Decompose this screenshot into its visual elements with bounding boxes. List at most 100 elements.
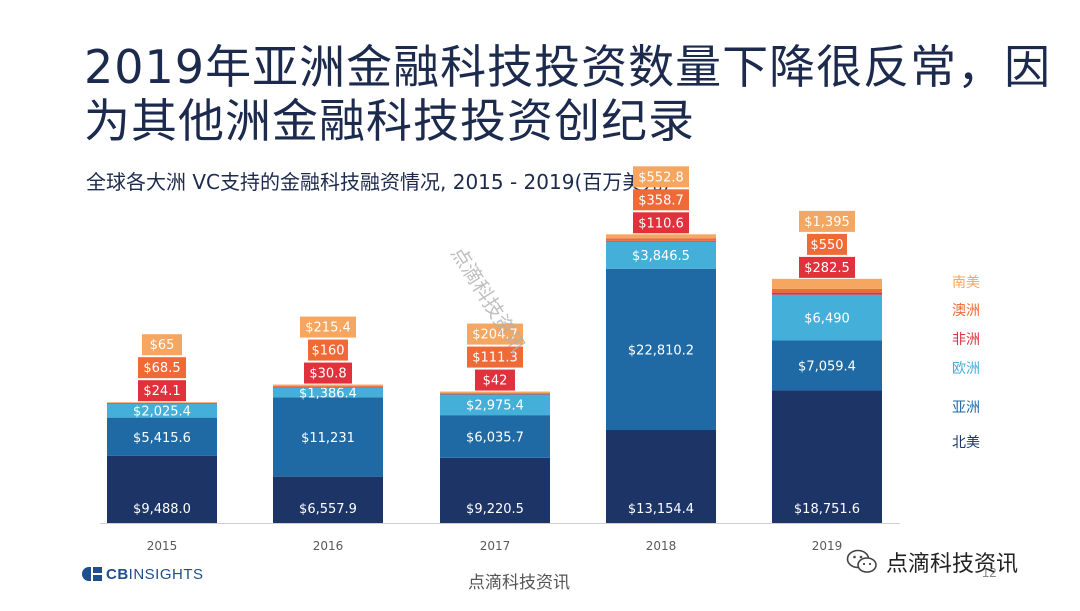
label-box-2017-series-5 bbox=[467, 323, 523, 345]
data-label-2017-series-5: $204.7 bbox=[472, 328, 518, 343]
logo-text-bold: CB bbox=[106, 565, 129, 583]
legend-item-series-1: 亚洲 bbox=[952, 400, 980, 416]
x-tick-label-2017: 2017 bbox=[480, 539, 511, 553]
wechat-account-name: 点滴科技资讯 bbox=[886, 552, 1019, 577]
data-label-2015-series-4: $68.5 bbox=[143, 361, 180, 376]
label-box-2016-series-3 bbox=[304, 362, 352, 384]
bar-2018-series-3 bbox=[606, 240, 716, 242]
bar-2018-series-4 bbox=[606, 238, 716, 241]
label-box-2016-series-5 bbox=[300, 316, 356, 338]
data-label-2019-series-3: $282.5 bbox=[804, 261, 850, 276]
page-number: 12 bbox=[982, 565, 997, 580]
data-label-2017-series-4: $111.3 bbox=[472, 351, 518, 366]
bar-2017-series-4 bbox=[440, 393, 550, 394]
data-label-2015-series-2: $2,025.4 bbox=[133, 404, 191, 419]
label-box-2018-series-5 bbox=[633, 166, 689, 188]
bar-2019-series-1 bbox=[772, 340, 882, 391]
x-tick-label-2016: 2016 bbox=[313, 539, 344, 553]
bar-2018-series-5 bbox=[606, 234, 716, 239]
cbinsights-logo: CBINSIGHTS bbox=[82, 564, 204, 584]
bar-2015-series-0 bbox=[107, 455, 217, 523]
chart-subtitle: 全球各大洲 VC支持的金融科技融资情况, 2015 - 2019(百万美元) bbox=[86, 170, 671, 194]
x-tick-label-2015: 2015 bbox=[147, 539, 178, 553]
label-box-2016-series-4 bbox=[308, 339, 348, 361]
bar-2015-series-3 bbox=[107, 403, 217, 404]
label-box-2017-series-3 bbox=[475, 369, 515, 391]
data-label-2016-series-2: $1,386.4 bbox=[299, 386, 357, 401]
data-label-2019-series-2: $6,490 bbox=[804, 312, 850, 327]
label-box-2019-series-4 bbox=[807, 233, 847, 255]
x-tick-label-2019: 2019 bbox=[812, 539, 843, 553]
label-box-2019-series-5 bbox=[799, 210, 855, 232]
data-label-2018-series-3: $110.6 bbox=[638, 216, 684, 231]
data-label-2015-series-5: $65 bbox=[150, 338, 175, 353]
data-label-2019-series-4: $550 bbox=[810, 238, 843, 253]
data-label-2017-series-2: $2,975.4 bbox=[466, 399, 524, 414]
title-line-2: 为其他洲金融科技投资创纪录 bbox=[84, 94, 695, 148]
bar-2017-series-5 bbox=[440, 391, 550, 394]
legend-item-series-3: 非洲 bbox=[952, 332, 980, 348]
bar-2017-series-2 bbox=[440, 394, 550, 416]
cbinsights-logo-icon bbox=[82, 567, 102, 581]
bar-2018-series-1 bbox=[606, 268, 716, 430]
logo-text: CBINSIGHTS bbox=[106, 566, 204, 583]
data-label-2016-series-1: $11,231 bbox=[301, 431, 355, 446]
footer-source-text: 点滴科技资讯 bbox=[468, 573, 570, 593]
legend-item-series-4: 澳洲 bbox=[952, 303, 980, 319]
bar-2017-series-0 bbox=[440, 457, 550, 523]
wechat-icon bbox=[846, 549, 877, 573]
data-label-2018-series-1: $22,810.2 bbox=[628, 343, 694, 358]
data-label-2016-series-4: $160 bbox=[311, 344, 344, 359]
data-label-2018-series-2: $3,846.5 bbox=[632, 249, 690, 264]
label-box-2018-series-3 bbox=[633, 212, 689, 234]
bar-2015-series-2 bbox=[107, 403, 217, 418]
legend-item-series-0: 北美 bbox=[952, 435, 980, 451]
label-box-2019-series-3 bbox=[799, 256, 855, 278]
logo-text-rest: INSIGHTS bbox=[128, 565, 204, 583]
data-label-2016-series-3: $30.8 bbox=[309, 367, 346, 382]
bar-2017-series-1 bbox=[440, 415, 550, 458]
bar-2016-series-0 bbox=[273, 476, 383, 523]
data-label-2017-series-0: $9,220.5 bbox=[466, 502, 524, 517]
bar-2016-series-4 bbox=[273, 386, 383, 388]
label-box-2015-series-5 bbox=[142, 334, 182, 356]
bar-2019-series-0 bbox=[772, 390, 882, 523]
data-label-2015-series-0: $9,488.0 bbox=[133, 502, 191, 517]
bar-2019-series-4 bbox=[772, 288, 882, 293]
data-label-2015-series-3: $24.1 bbox=[143, 384, 180, 399]
bar-2017-series-3 bbox=[440, 393, 550, 395]
title-line-1: 2019年亚洲金融科技投资数量下降很反常，因 bbox=[84, 40, 1052, 94]
data-label-2017-series-3: $42 bbox=[483, 374, 508, 389]
bar-2015-series-5 bbox=[107, 402, 217, 403]
bar-2019-series-5 bbox=[772, 278, 882, 289]
data-label-2015-series-1: $5,415.6 bbox=[133, 431, 191, 446]
bar-2016-series-5 bbox=[273, 384, 383, 387]
bar-2015-series-1 bbox=[107, 417, 217, 456]
data-label-2016-series-5: $215.4 bbox=[305, 321, 351, 336]
label-box-2015-series-4 bbox=[138, 357, 186, 379]
legend-item-series-2: 欧洲 bbox=[952, 361, 980, 377]
data-label-2018-series-5: $552.8 bbox=[638, 170, 684, 185]
label-box-2018-series-4 bbox=[633, 189, 689, 211]
data-label-2019-series-5: $1,395 bbox=[804, 215, 850, 230]
data-label-2018-series-0: $13,154.4 bbox=[628, 502, 694, 517]
data-label-2019-series-0: $18,751.6 bbox=[794, 502, 860, 517]
label-box-2015-series-3 bbox=[138, 380, 186, 402]
x-tick-label-2018: 2018 bbox=[646, 539, 677, 553]
data-label-2019-series-1: $7,059.4 bbox=[798, 359, 856, 374]
bar-2016-series-1 bbox=[273, 397, 383, 477]
data-label-2017-series-1: $6,035.7 bbox=[466, 430, 524, 445]
label-box-2017-series-4 bbox=[467, 346, 523, 368]
bar-2016-series-3 bbox=[273, 387, 383, 388]
data-label-2018-series-4: $358.7 bbox=[638, 193, 684, 208]
bar-2016-series-2 bbox=[273, 387, 383, 398]
bar-2019-series-3 bbox=[772, 292, 882, 295]
bar-2018-series-2 bbox=[606, 241, 716, 269]
slide-title: 2019年亚洲金融科技投资数量下降很反常，因 为其他洲金融科技投资创纪录 bbox=[84, 40, 1064, 148]
bar-2019-series-2 bbox=[772, 294, 882, 341]
data-label-2016-series-0: $6,557.9 bbox=[299, 502, 357, 517]
legend-item-series-5: 南美 bbox=[952, 275, 980, 291]
bar-2018-series-0 bbox=[606, 429, 716, 523]
wechat-account-badge: 点滴科技资讯 bbox=[846, 546, 1018, 578]
